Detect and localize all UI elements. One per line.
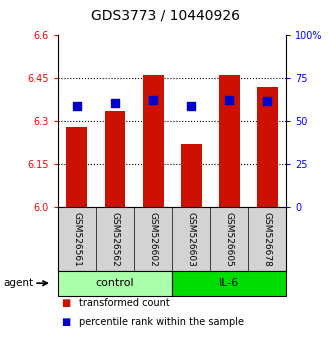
Text: control: control: [96, 278, 134, 288]
Text: percentile rank within the sample: percentile rank within the sample: [79, 317, 244, 327]
Text: GDS3773 / 10440926: GDS3773 / 10440926: [91, 9, 240, 23]
Text: GSM526561: GSM526561: [72, 211, 81, 267]
Text: GSM526603: GSM526603: [187, 211, 196, 267]
Text: transformed count: transformed count: [79, 298, 170, 308]
Bar: [67, 127, 87, 207]
FancyBboxPatch shape: [58, 271, 172, 296]
Text: GSM526678: GSM526678: [263, 211, 272, 267]
Bar: [105, 111, 125, 207]
Text: GSM526562: GSM526562: [111, 212, 119, 266]
Text: GSM526602: GSM526602: [149, 212, 158, 266]
Point: [226, 97, 232, 103]
Bar: [219, 75, 240, 207]
Point: [188, 103, 194, 108]
Bar: [257, 87, 278, 207]
Point: [264, 98, 270, 104]
Bar: [143, 75, 164, 207]
Text: IL-6: IL-6: [219, 278, 239, 288]
Bar: [181, 144, 202, 207]
Text: ■: ■: [61, 298, 71, 308]
Text: agent: agent: [3, 278, 33, 288]
FancyBboxPatch shape: [172, 271, 286, 296]
Point: [150, 97, 156, 103]
Point: [74, 103, 79, 108]
Text: ■: ■: [61, 317, 71, 327]
Text: GSM526605: GSM526605: [225, 211, 234, 267]
Point: [112, 100, 118, 105]
